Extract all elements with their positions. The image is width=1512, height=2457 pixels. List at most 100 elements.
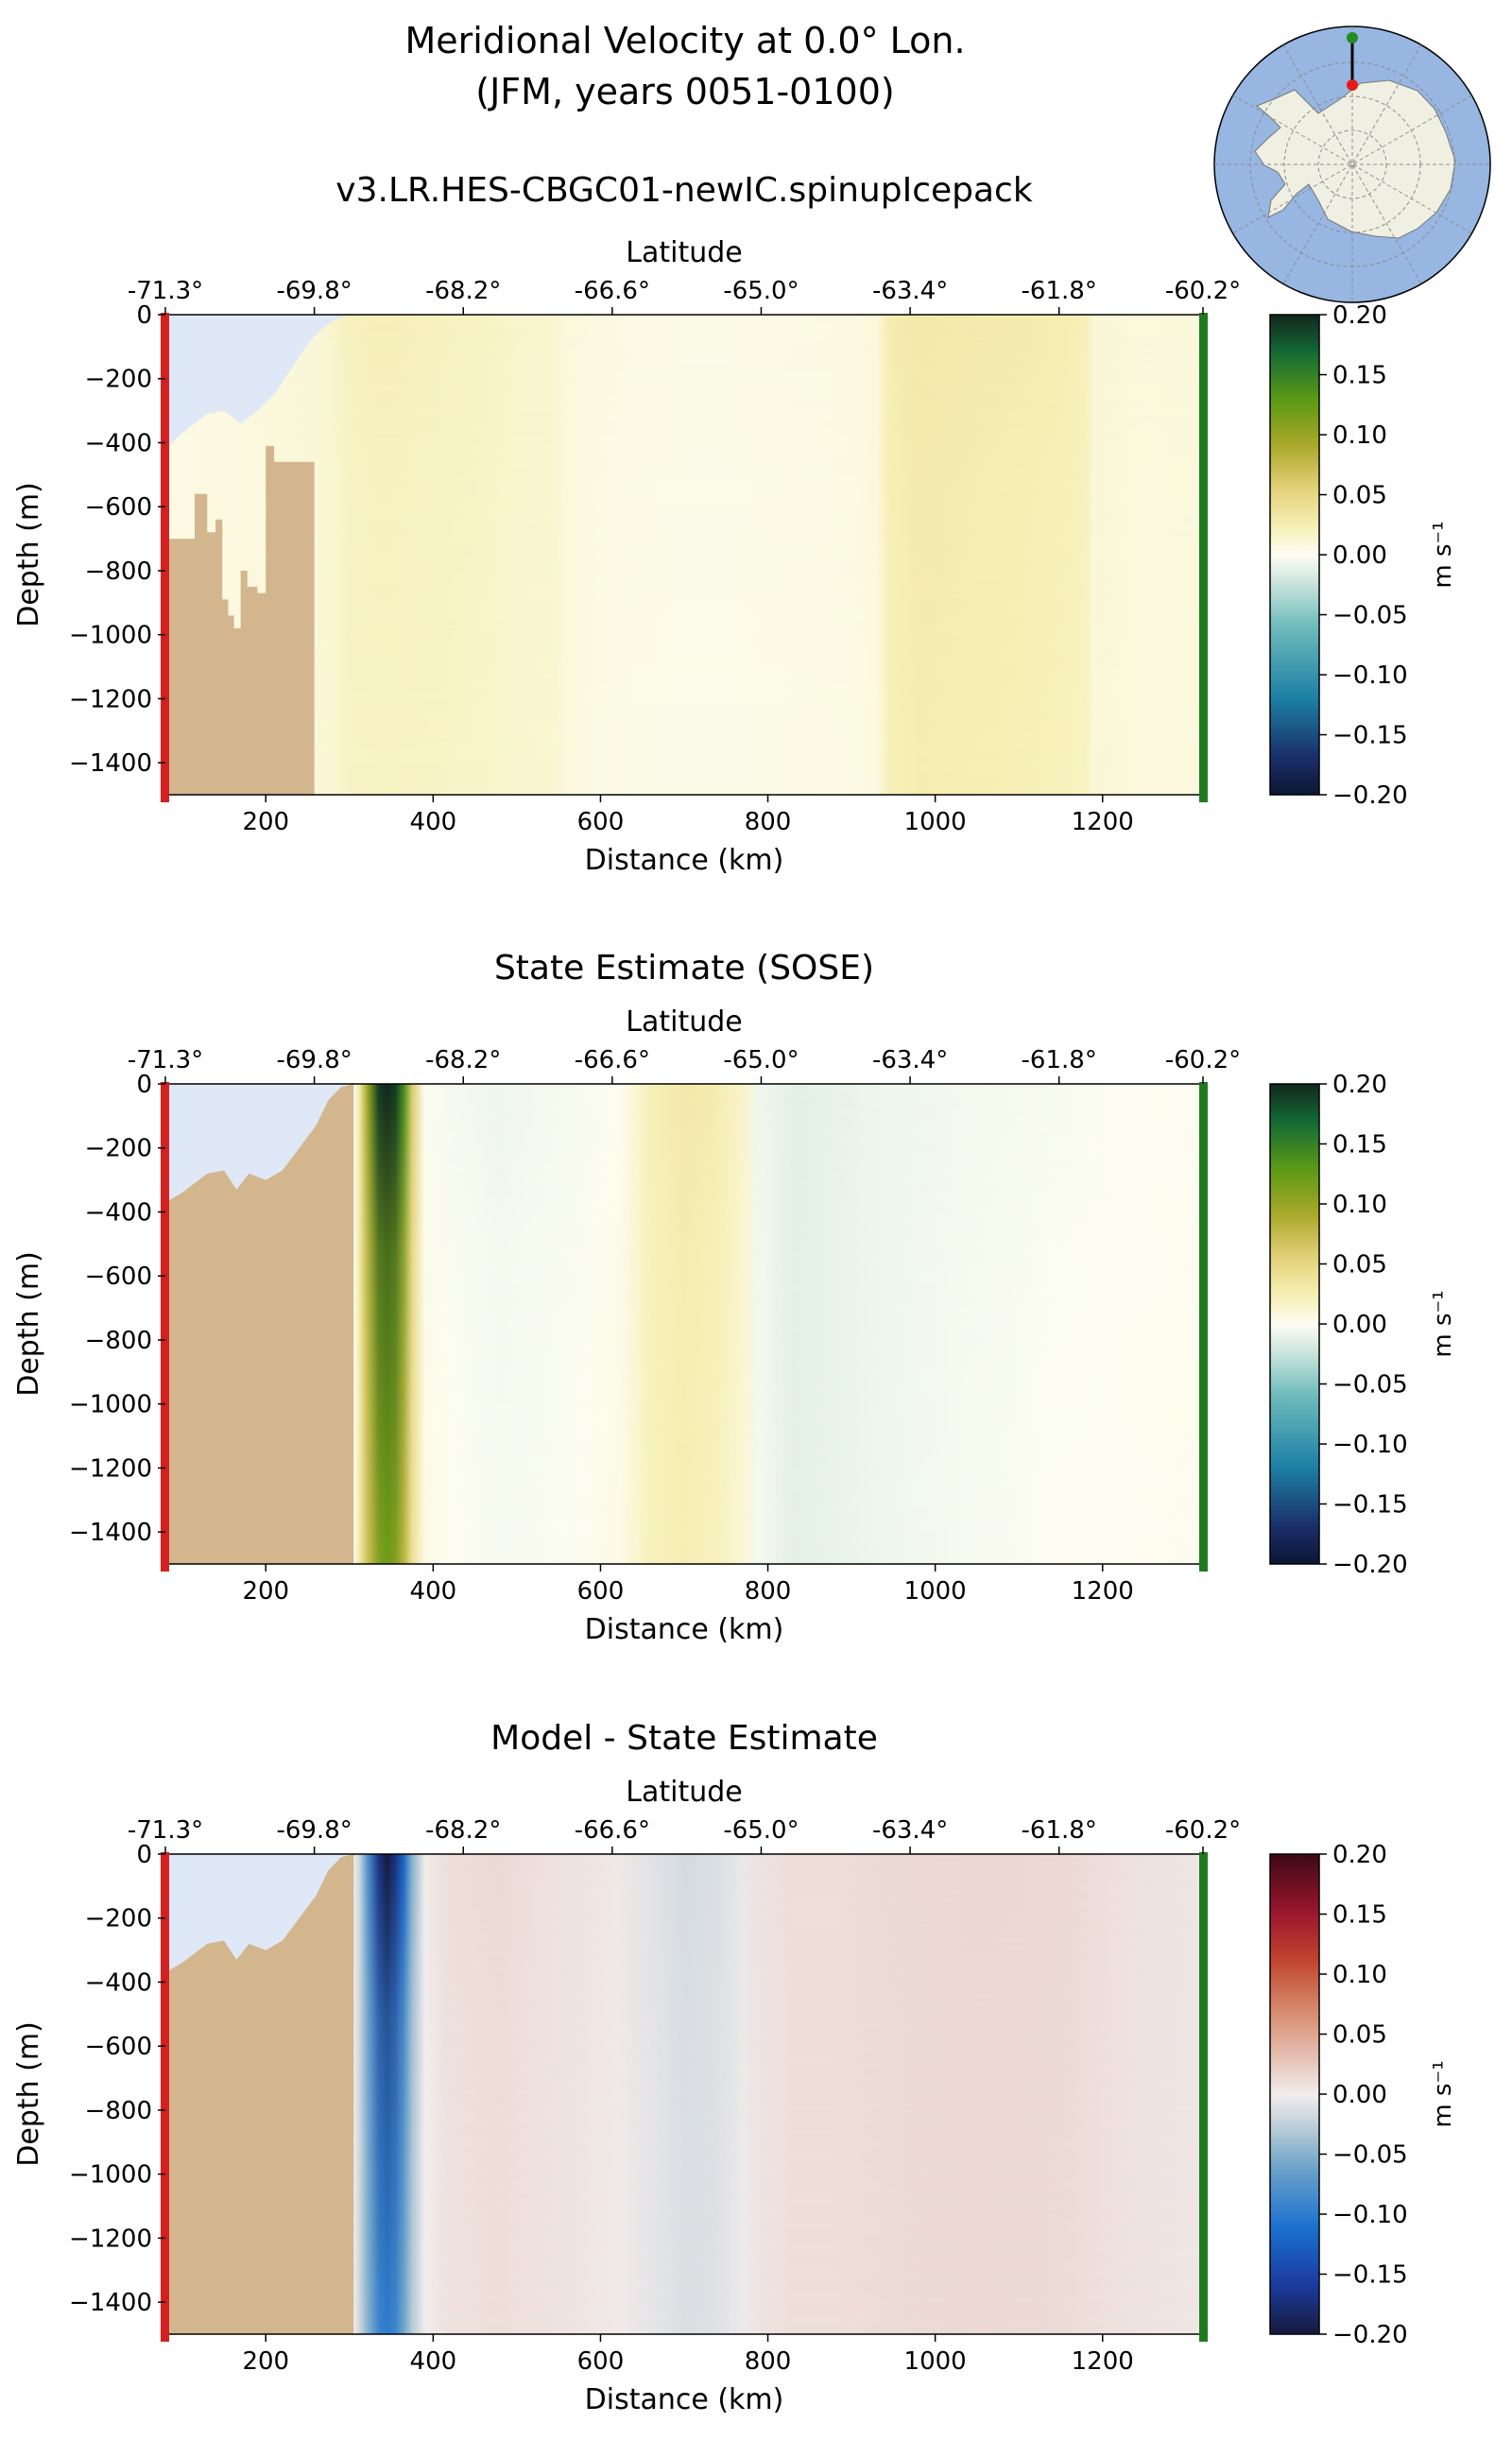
latitude-tick-label: -60.2° — [1165, 1816, 1241, 1845]
inset-graticule — [1214, 26, 1490, 302]
y-tick-label: −1000 — [69, 1391, 152, 1419]
latitude-tick-label: -63.4° — [872, 277, 948, 305]
y-tick-label: −400 — [85, 1198, 152, 1227]
figure-title-line1: Meridional Velocity at 0.0° Lon. — [404, 20, 965, 61]
colorbar-tick-label: 0.05 — [1332, 482, 1387, 510]
y-tick-label: 0 — [136, 1071, 152, 1099]
y-tick-label: −600 — [85, 1263, 152, 1291]
latitude-tick-label: -71.3° — [128, 1046, 203, 1074]
north-boundary-marker — [1199, 1082, 1208, 1572]
y-tick-label: −1400 — [69, 1519, 152, 1547]
latitude-tick-label: -65.0° — [723, 277, 799, 305]
x-tick-label: 400 — [410, 808, 457, 836]
y-tick-label: −200 — [85, 366, 152, 394]
colorbar — [1269, 1853, 1320, 2335]
x-tick-label: 400 — [410, 2347, 457, 2376]
location-inset-map — [1213, 26, 1491, 303]
figure-title-line2: (JFM, years 0051-0100) — [475, 71, 894, 112]
seafloor-land — [165, 1084, 354, 1564]
y-tick-label: −1000 — [69, 2161, 152, 2190]
latitude-tick-label: -63.4° — [872, 1816, 948, 1845]
colorbar-tick-label: 0.20 — [1332, 1071, 1387, 1099]
ice-shelf — [165, 315, 350, 450]
colorbar-tick-label: −0.05 — [1332, 602, 1408, 630]
panel-model: v3.LR.HES-CBGC01-newIC.spinupIcepack Lati… — [12, 171, 1457, 877]
colorbar-tick-label: −0.05 — [1332, 1371, 1408, 1400]
colorbar — [1269, 314, 1320, 796]
x-tick-label: 600 — [577, 808, 625, 836]
velocity-field-deep — [165, 315, 1203, 795]
colorbar-tick-label: 0.05 — [1332, 1251, 1387, 1280]
latitude-tick-label: -61.8° — [1022, 277, 1097, 305]
x-tick-label: 1000 — [904, 2347, 967, 2376]
inset-north-end-marker — [1347, 32, 1358, 43]
x-tick-label: 200 — [242, 1577, 289, 1606]
colorbar-tick-label: −0.20 — [1332, 782, 1408, 810]
y-tick-label: −1400 — [69, 2289, 152, 2317]
inset-south-end-marker — [1347, 79, 1358, 91]
latitude-tick-label: -65.0° — [723, 1046, 799, 1074]
y-tick-label: 0 — [136, 301, 152, 330]
latitude-axis-label: Latitude — [626, 236, 742, 269]
latitude-tick-label: -60.2° — [1165, 1046, 1241, 1074]
colorbar-tick-label: 0.00 — [1332, 1311, 1387, 1339]
colorbar-tick-label: 0.10 — [1332, 1191, 1387, 1219]
colorbar-tick-label: −0.20 — [1332, 2321, 1408, 2349]
latitude-tick-label: -66.6° — [575, 1046, 650, 1074]
x-tick-label: 1200 — [1072, 1577, 1134, 1606]
latitude-axis-label: Latitude — [626, 1005, 742, 1039]
x-tick-label: 800 — [745, 2347, 792, 2376]
y-axis-label: Depth (m) — [12, 482, 45, 627]
colorbar-tick-label: 0.15 — [1332, 362, 1387, 390]
y-tick-label: −1200 — [69, 685, 152, 713]
x-axis-label: Distance (km) — [585, 844, 784, 877]
colorbar-label: m s⁻¹ — [1429, 521, 1457, 588]
y-tick-label: −1400 — [69, 749, 152, 778]
latitude-tick-label: -61.8° — [1022, 1046, 1097, 1074]
south-boundary-marker — [161, 313, 169, 802]
x-tick-label: 800 — [745, 808, 792, 836]
latitude-tick-label: -61.8° — [1022, 1816, 1097, 1845]
panel-sose: State Estimate (SOSE) Latitude 0 −200 −400 −6… — [12, 949, 1457, 1646]
x-tick-label: 600 — [577, 1577, 625, 1606]
latitude-tick-label: -66.6° — [575, 277, 650, 305]
seafloor-land — [165, 1854, 354, 2334]
y-axis-label: Depth (m) — [12, 2021, 45, 2167]
latitude-tick-label: -63.4° — [872, 1046, 948, 1074]
latitude-tick-label: -68.2° — [425, 277, 501, 305]
colorbar-tick-label: 0.15 — [1332, 1131, 1387, 1160]
colorbar-tick-label: −0.15 — [1332, 2261, 1408, 2290]
y-tick-label: −600 — [85, 493, 152, 522]
latitude-tick-label: -66.6° — [575, 1816, 650, 1845]
colorbar-tick-label: −0.10 — [1332, 662, 1408, 690]
latitude-tick-label: -71.3° — [128, 277, 203, 305]
y-axis-label: Depth (m) — [12, 1251, 45, 1397]
x-tick-label: 1000 — [904, 1577, 967, 1606]
panel-diff: Model - State Estimate Latitude 0 −200 −400 −… — [12, 1719, 1457, 2416]
x-tick-label: 600 — [577, 2347, 625, 2376]
latitude-tick-label: -69.8° — [276, 277, 352, 305]
colorbar-label: m s⁻¹ — [1429, 2060, 1457, 2127]
y-tick-label: −600 — [85, 2033, 152, 2061]
south-boundary-marker — [161, 1852, 169, 2342]
x-axis-label: Distance (km) — [585, 1613, 784, 1646]
latitude-tick-label: -68.2° — [425, 1816, 501, 1845]
x-tick-label: 400 — [410, 1577, 457, 1606]
y-tick-label: −200 — [85, 1135, 152, 1163]
y-tick-label: 0 — [136, 1841, 152, 1869]
x-tick-label: 200 — [242, 808, 289, 836]
north-boundary-marker — [1199, 313, 1208, 802]
x-tick-label: 1000 — [904, 808, 967, 836]
colorbar-tick-label: −0.20 — [1332, 1551, 1408, 1579]
latitude-tick-label: -71.3° — [128, 1816, 203, 1845]
latitude-tick-label: -69.8° — [276, 1816, 352, 1845]
colorbar-tick-label: −0.15 — [1332, 722, 1408, 750]
panel-title: v3.LR.HES-CBGC01-newIC.spinupIcepack — [335, 171, 1033, 210]
x-tick-label: 1200 — [1072, 2347, 1134, 2376]
y-tick-label: −200 — [85, 1905, 152, 1933]
seafloor-bathymetry — [165, 445, 315, 795]
colorbar-tick-label: 0.10 — [1332, 421, 1387, 450]
south-boundary-marker — [161, 1082, 169, 1572]
air-above-land — [165, 1084, 354, 1203]
